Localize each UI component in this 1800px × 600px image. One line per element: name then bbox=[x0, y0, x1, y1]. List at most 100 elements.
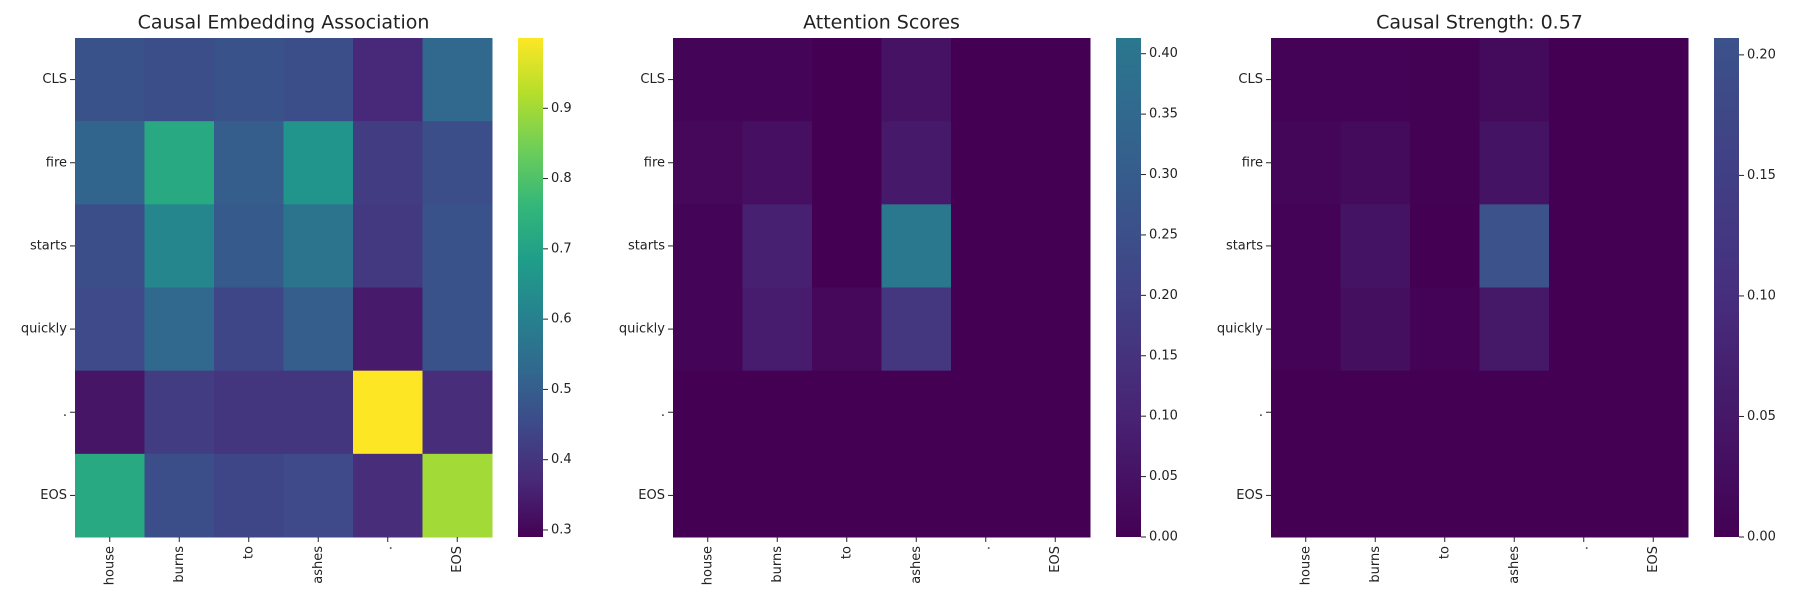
colorbar-tick-label: 0.15 bbox=[1149, 348, 1178, 363]
heatmap-cell bbox=[422, 204, 493, 288]
heatmap-cell bbox=[422, 38, 493, 122]
heatmap-cell bbox=[353, 453, 423, 538]
heatmap-cell bbox=[881, 453, 952, 538]
chart-title: Causal Strength: 0.57 bbox=[1376, 12, 1583, 34]
heatmap-cell bbox=[283, 453, 354, 538]
heatmap-cell bbox=[353, 121, 423, 205]
heatmap-cell bbox=[283, 38, 354, 122]
y-tick-label: starts bbox=[628, 238, 665, 253]
y-tick-label: CLS bbox=[1238, 72, 1263, 87]
x-tick-label: EOS bbox=[1048, 546, 1063, 573]
heatmap-cell bbox=[1618, 204, 1689, 288]
colorbar-tick-label: 0.10 bbox=[1747, 288, 1776, 303]
x-tick-label: to bbox=[241, 546, 256, 559]
colorbar-tick-label: 0.00 bbox=[1747, 530, 1776, 545]
y-tick-label: EOS bbox=[1236, 488, 1263, 503]
x-tick-label: EOS bbox=[450, 546, 465, 573]
heatmap-cell bbox=[1549, 121, 1619, 205]
heatmap-cell bbox=[1410, 287, 1480, 372]
heatmap-cell bbox=[283, 287, 354, 372]
heatmap-cell bbox=[422, 287, 493, 372]
heatmap-cell bbox=[673, 453, 743, 538]
heatmap-cell bbox=[1340, 287, 1411, 372]
chart-title: Causal Embedding Association bbox=[138, 12, 430, 34]
y-tick-label: EOS bbox=[638, 488, 665, 503]
heatmap-cell bbox=[1340, 370, 1411, 455]
heatmap-cell bbox=[1618, 38, 1689, 122]
heatmap-cell bbox=[144, 121, 215, 205]
heatmap-cell bbox=[881, 121, 952, 205]
heatmap-cell bbox=[1410, 370, 1480, 455]
heatmap-cell bbox=[742, 121, 813, 205]
heatmap-cell bbox=[951, 287, 1021, 372]
heatmap-cell bbox=[353, 204, 423, 288]
heatmap-cell bbox=[353, 370, 423, 455]
x-tick-label: burns bbox=[770, 546, 785, 583]
colorbar-tick-label: 0.05 bbox=[1747, 409, 1776, 424]
heatmap-cell bbox=[673, 370, 743, 455]
heatmap-cell bbox=[951, 121, 1021, 205]
heatmap-cell bbox=[353, 38, 423, 122]
colorbar-tick-label: 0.7 bbox=[551, 241, 572, 256]
colorbar-tick-label: 0.30 bbox=[1149, 167, 1178, 182]
x-tick-label: to bbox=[839, 546, 854, 559]
heatmap-cell bbox=[673, 121, 743, 205]
heatmap-cell bbox=[673, 38, 743, 122]
heatmap-cell bbox=[214, 370, 284, 455]
heatmap-cell bbox=[144, 38, 215, 122]
heatmap-cell bbox=[1410, 121, 1480, 205]
y-tick-label: CLS bbox=[42, 72, 67, 87]
heatmap-cell bbox=[144, 204, 215, 288]
chart-title: Attention Scores bbox=[803, 12, 960, 34]
heatmap-cell bbox=[1271, 287, 1341, 372]
heatmap-cell bbox=[1020, 204, 1091, 288]
colorbar-tick-label: 0.15 bbox=[1747, 168, 1776, 183]
x-tick-label: to bbox=[1437, 546, 1452, 559]
heatmap-cell bbox=[742, 204, 813, 288]
y-tick-label: fire bbox=[1242, 155, 1263, 170]
heatmap-cell bbox=[812, 121, 882, 205]
heatmap-cell bbox=[1410, 204, 1480, 288]
heatmap-cell bbox=[75, 204, 145, 288]
heatmap-cell bbox=[673, 287, 743, 372]
heatmap-cell bbox=[75, 38, 145, 122]
x-tick-label: ashes bbox=[1507, 546, 1522, 584]
y-tick-label: fire bbox=[644, 155, 665, 170]
heatmap-cell bbox=[214, 287, 284, 372]
heatmap-cell bbox=[1479, 204, 1550, 288]
heatmap-cell bbox=[812, 38, 882, 122]
heatmap-cell bbox=[353, 287, 423, 372]
heatmap-cell bbox=[1271, 204, 1341, 288]
heatmap-cell bbox=[283, 121, 354, 205]
heatmap-cell bbox=[812, 370, 882, 455]
heatmap-cell bbox=[1618, 370, 1689, 455]
heatmap-cell bbox=[1479, 287, 1550, 372]
x-tick-label: EOS bbox=[1646, 546, 1661, 573]
heatmap-cell bbox=[144, 287, 215, 372]
heatmap-cell bbox=[75, 287, 145, 372]
heatmap-cell bbox=[75, 370, 145, 455]
heatmap-cell bbox=[1410, 38, 1480, 122]
y-tick-label: starts bbox=[1226, 238, 1263, 253]
colorbar-tick-label: 0.20 bbox=[1149, 288, 1178, 303]
heatmap-cell bbox=[214, 38, 284, 122]
y-tick-label: CLS bbox=[640, 72, 665, 87]
y-tick-label: quickly bbox=[1217, 322, 1263, 337]
heatmap-cell bbox=[951, 370, 1021, 455]
heatmap-cell bbox=[1020, 287, 1091, 372]
x-tick-label: ashes bbox=[311, 546, 326, 584]
colorbar bbox=[1714, 38, 1739, 537]
heatmap-cell bbox=[1340, 38, 1411, 122]
colorbar-tick-label: 0.3 bbox=[551, 522, 572, 537]
colorbar-tick-label: 0.20 bbox=[1747, 47, 1776, 62]
x-tick-label: house bbox=[102, 546, 117, 585]
heatmap-cell bbox=[742, 38, 813, 122]
heatmap-cell bbox=[1340, 453, 1411, 538]
x-tick-label: burns bbox=[1368, 546, 1383, 583]
x-tick-label: ashes bbox=[909, 546, 924, 584]
colorbar bbox=[1116, 38, 1141, 537]
y-tick-label: fire bbox=[46, 155, 67, 170]
y-tick-label: quickly bbox=[619, 322, 665, 337]
heatmap-cell bbox=[1340, 204, 1411, 288]
heatmap-cell bbox=[951, 453, 1021, 538]
